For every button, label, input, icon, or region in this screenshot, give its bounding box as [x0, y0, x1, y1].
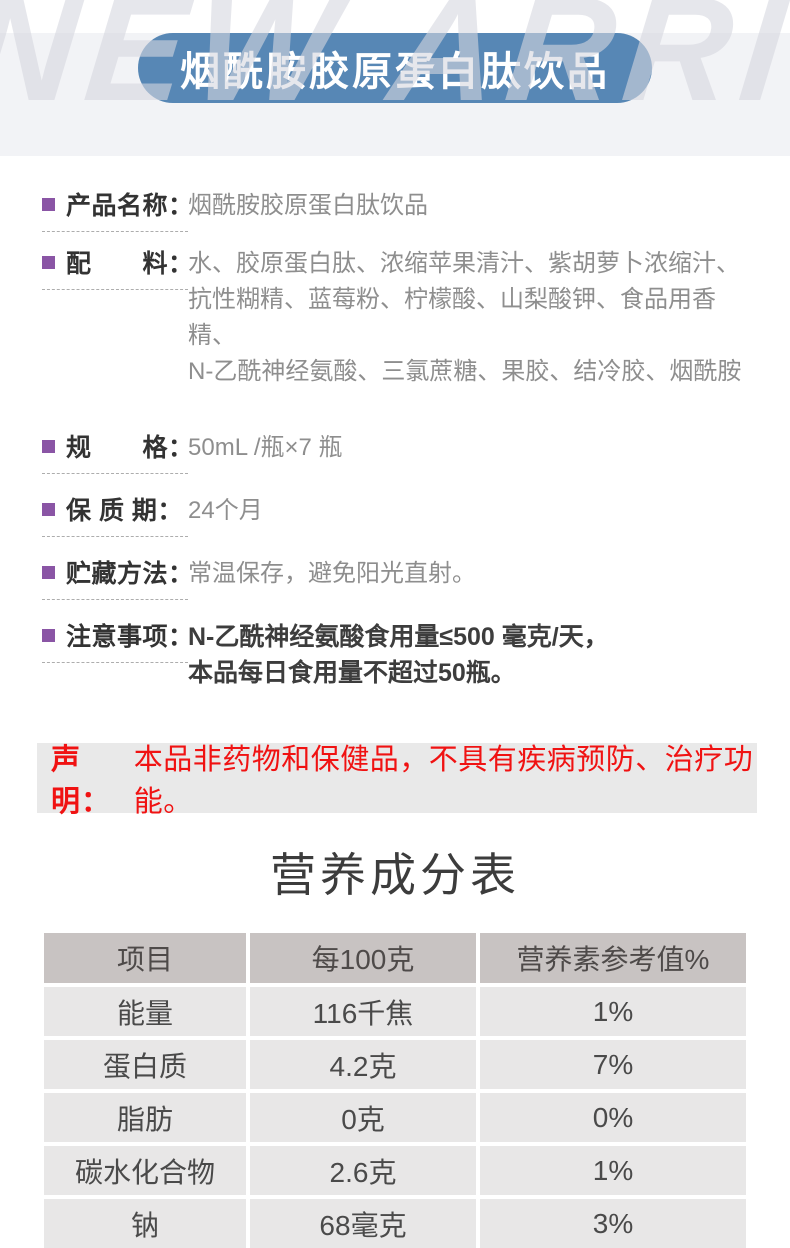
table-cell: 1% [480, 1146, 746, 1195]
table-row: 能量 116千焦 1% [44, 987, 746, 1036]
table-cell: 钠 [44, 1199, 246, 1248]
table-row: 钠 68毫克 3% [44, 1199, 746, 1248]
table-cell: 0% [480, 1093, 746, 1142]
nutrition-table-body: 能量 116千焦 1% 蛋白质 4.2克 7% 脂肪 0克 0% 碳水化合物 2.6克 1% 钠 68毫克… [44, 987, 746, 1248]
table-row: 碳水化合物 2.6克 1% [44, 1146, 746, 1195]
bullet-square-icon [42, 629, 55, 642]
table-cell: 0克 [250, 1093, 476, 1142]
info-row: 产品名称： 烟酰胺胶原蛋白肽饮品 [42, 186, 760, 232]
info-row: 配 料： 水、胶原蛋白肽、浓缩苹果清汁、紫胡萝卜浓缩汁、抗性糊精、蓝莓粉、柠檬酸、… [42, 244, 760, 390]
info-label-wrap: 保 质 期： [42, 491, 188, 537]
table-header-row: 项目 每100克 营养素参考值% [44, 933, 746, 983]
info-value-line: N-乙酰神经氨酸、三氯蔗糖、果胶、结冷胶、烟酰胺 [188, 358, 742, 385]
nutrition-table-title: 营养成分表 [270, 849, 520, 901]
table-cell: 2.6克 [250, 1146, 476, 1195]
info-value-line: 水、胶原蛋白肽、浓缩苹果清汁、紫胡萝卜浓缩汁、 [188, 250, 740, 277]
table-cell: 能量 [44, 987, 246, 1036]
info-label: 注意事项： [66, 623, 194, 651]
bullet-square-icon [42, 440, 55, 453]
info-value-line: 抗性糊精、蓝莓粉、柠檬酸、山梨酸钾、食品用香精、 [188, 286, 716, 349]
page-title: 烟酰胺胶原蛋白肽饮品 [180, 50, 610, 94]
info-value: 50mL /瓶×7 瓶 [188, 428, 760, 466]
info-value-line: 本品每日食用量不超过50瓶。 [188, 659, 516, 687]
table-cell: 116千焦 [250, 987, 476, 1036]
info-label-wrap: 注意事项： [42, 617, 193, 663]
bullet-square-icon [42, 566, 55, 579]
nutrition-table-head: 项目 每100克 营养素参考值% [44, 933, 746, 983]
info-row: 保 质 期： 24个月 [42, 491, 760, 537]
info-row: 注意事项： N-乙酰神经氨酸食用量≤500 毫克/天， 本品每日食用量不超过50瓶。 [42, 617, 760, 691]
table-row: 脂肪 0克 0% [44, 1093, 746, 1142]
info-value-line: 常温保存，避免阳光直射。 [188, 560, 476, 587]
info-label: 规 格： [66, 434, 194, 462]
info-row: 规 格： 50mL /瓶×7 瓶 [42, 428, 760, 474]
info-label: 产品名称： [66, 192, 194, 220]
info-label: 保 质 期： [66, 497, 183, 525]
info-label: 贮藏方法： [66, 560, 194, 588]
table-header-cell: 每100克 [250, 933, 476, 983]
info-row: 贮藏方法： 常温保存，避免阳光直射。 [42, 554, 760, 600]
disclaimer-box: 声明： 本品非药物和保健品，不具有疾病预防、治疗功能。 [37, 743, 757, 818]
info-label-wrap: 产品名称： [42, 186, 193, 232]
header-band: NEW ARRIVAL 烟酰胺胶原蛋白肽饮品 [0, 0, 790, 156]
table-cell: 碳水化合物 [44, 1146, 246, 1195]
table-header-cell: 营养素参考值% [480, 933, 746, 983]
table-row: 蛋白质 4.2克 7% [44, 1040, 746, 1089]
title-banner: 烟酰胺胶原蛋白肽饮品 [138, 33, 652, 103]
info-value-line: 24个月 [188, 497, 263, 524]
info-value: 24个月 [188, 491, 760, 529]
info-value-line: 烟酰胺胶原蛋白肽饮品 [188, 192, 428, 219]
table-cell: 7% [480, 1040, 746, 1089]
disclaimer-prefix: 声明： [51, 744, 112, 818]
table-header-cell: 项目 [44, 933, 246, 983]
info-label: 配 料： [66, 250, 194, 278]
bullet-square-icon [42, 256, 55, 269]
info-value: 烟酰胺胶原蛋白肽饮品 [188, 186, 760, 224]
info-value-line: N-乙酰神经氨酸食用量≤500 毫克/天， [188, 623, 609, 651]
info-label-wrap: 配 料： [42, 244, 193, 290]
bullet-square-icon [42, 198, 55, 211]
table-cell: 1% [480, 987, 746, 1036]
info-value: N-乙酰神经氨酸食用量≤500 毫克/天， 本品每日食用量不超过50瓶。 [188, 617, 760, 691]
info-label-wrap: 贮藏方法： [42, 554, 193, 600]
nutrition-table: 项目 每100克 营养素参考值% 能量 116千焦 1% 蛋白质 4.2克 7% 脂肪 0克 0% 碳… [40, 929, 750, 1248]
table-cell: 蛋白质 [44, 1040, 246, 1089]
table-cell: 脂肪 [44, 1093, 246, 1142]
info-label-wrap: 规 格： [42, 428, 193, 474]
info-list: 产品名称： 烟酰胺胶原蛋白肽饮品配 料： 水、胶原蛋白肽、浓缩苹果清汁、紫胡萝卜浓缩… [0, 156, 790, 691]
info-value: 常温保存，避免阳光直射。 [188, 554, 760, 592]
bullet-square-icon [42, 503, 55, 516]
table-cell: 4.2克 [250, 1040, 476, 1089]
table-cell: 3% [480, 1199, 746, 1248]
table-cell: 68毫克 [250, 1199, 476, 1248]
disclaimer-text: 本品非药物和保健品，不具有疾病预防、治疗功能。 [133, 744, 754, 818]
info-value-line: 50mL /瓶×7 瓶 [188, 434, 343, 461]
info-value: 水、胶原蛋白肽、浓缩苹果清汁、紫胡萝卜浓缩汁、抗性糊精、蓝莓粉、柠檬酸、山梨酸钾… [188, 244, 760, 390]
